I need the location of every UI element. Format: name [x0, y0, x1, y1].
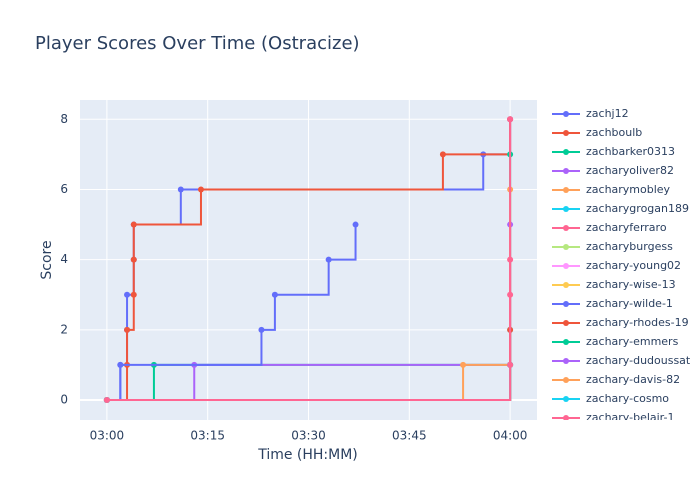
legend-item[interactable]: zachary-wise-13: [552, 278, 676, 291]
legend-label: zacharyferraro: [586, 221, 667, 234]
y-tick-label: 0: [60, 393, 68, 407]
legend-label: zachary-cosmo: [586, 392, 669, 405]
legend-label: zacharyburgess: [586, 240, 673, 253]
x-tick-label: 03:30: [291, 429, 326, 443]
legend-marker: [563, 225, 569, 231]
point: [460, 361, 467, 368]
point: [124, 326, 131, 333]
legend-label: zachary-rhodes-19: [586, 316, 689, 329]
legend-item[interactable]: zachary-wilde-1: [552, 297, 673, 310]
step-segment: [133, 189, 202, 226]
point: [124, 291, 131, 298]
legend-marker: [563, 168, 569, 174]
legend-label: zachary-emmers: [586, 335, 679, 348]
legend-label: zachary-wise-13: [586, 278, 676, 291]
legend-marker: [563, 377, 569, 383]
legend-label: zachary-belair-1: [586, 411, 674, 424]
y-tick-label: 4: [60, 252, 68, 266]
step-segment: [261, 294, 276, 331]
legend-marker: [563, 339, 569, 345]
legend-label: zachary-davis-82: [586, 373, 680, 386]
legend-label: zacharyoliver82: [586, 164, 674, 177]
legend-item[interactable]: zacharygrogan189: [552, 202, 689, 215]
legend-item[interactable]: zachary-dudoussat: [552, 354, 691, 367]
legend-marker: [563, 301, 569, 307]
legend-item[interactable]: zacharyferraro: [552, 221, 667, 234]
legend-item[interactable]: zachary-cosmo: [552, 392, 669, 405]
y-tick-label: 8: [60, 112, 68, 126]
legend-item[interactable]: zacharyburgess: [552, 240, 673, 253]
legend-marker: [563, 396, 569, 402]
point: [507, 116, 514, 123]
point: [130, 256, 137, 263]
legend-marker: [563, 244, 569, 250]
legend-item[interactable]: zachj12: [552, 107, 629, 120]
legend-item[interactable]: zachary-davis-82: [552, 373, 680, 386]
point: [197, 186, 204, 193]
legend-item[interactable]: zachbarker0313: [552, 145, 675, 158]
legend-marker: [563, 206, 569, 212]
y-axis-title: Score: [39, 240, 55, 279]
point: [177, 186, 184, 193]
point: [117, 361, 124, 368]
legend-label: zachboulb: [586, 126, 642, 139]
x-tick-label: 03:15: [190, 429, 225, 443]
step-segment: [274, 259, 330, 296]
step-segment: [200, 154, 444, 191]
legend-item[interactable]: zachary-belair-1: [552, 411, 674, 424]
legend-item[interactable]: zachboulb: [552, 126, 642, 139]
legend-item[interactable]: zachary-rhodes-19: [552, 316, 689, 329]
legend-marker: [563, 130, 569, 136]
point: [130, 221, 137, 228]
legend-marker: [563, 320, 569, 326]
legend-marker: [563, 358, 569, 364]
legend-marker: [563, 263, 569, 269]
legend-label: zachbarker0313: [586, 145, 675, 158]
legend-item[interactable]: zacharymobley: [552, 183, 671, 196]
step-segment: [328, 224, 357, 261]
x-tick-label: 04:00: [493, 429, 528, 443]
x-tick-label: 03:00: [90, 429, 125, 443]
point: [352, 221, 359, 228]
legend-label: zacharygrogan189: [586, 202, 689, 215]
legend-marker: [563, 415, 569, 420]
point: [130, 291, 137, 298]
y-tick-label: 6: [60, 182, 68, 196]
legend-label: zachary-wilde-1: [586, 297, 673, 310]
legend-label: zacharymobley: [586, 183, 671, 196]
y-tick-label: 2: [60, 322, 68, 336]
chart-title: Player Scores Over Time (Ostracize): [35, 33, 360, 54]
x-tick-label: 03:45: [392, 429, 427, 443]
point: [103, 397, 110, 403]
legend-item[interactable]: zacharyoliver82: [552, 164, 674, 177]
legend-marker: [563, 187, 569, 193]
legend-marker: [563, 149, 569, 155]
legend-item[interactable]: zachary-emmers: [552, 335, 679, 348]
legend-label: zachary-dudoussat: [586, 354, 691, 367]
step-segment: [120, 329, 263, 366]
legend-marker: [563, 282, 569, 288]
point: [258, 326, 265, 333]
legend-marker: [563, 111, 569, 117]
point: [439, 151, 446, 158]
step-segment: [106, 364, 512, 401]
point: [271, 291, 278, 298]
legend-label: zachary-young02: [586, 259, 681, 272]
legend-label: zachj12: [586, 107, 629, 120]
point: [325, 256, 332, 263]
point: [507, 361, 514, 368]
x-axis-title: Time (HH:MM): [257, 447, 358, 463]
legend-item[interactable]: zachary-young02: [552, 259, 681, 272]
